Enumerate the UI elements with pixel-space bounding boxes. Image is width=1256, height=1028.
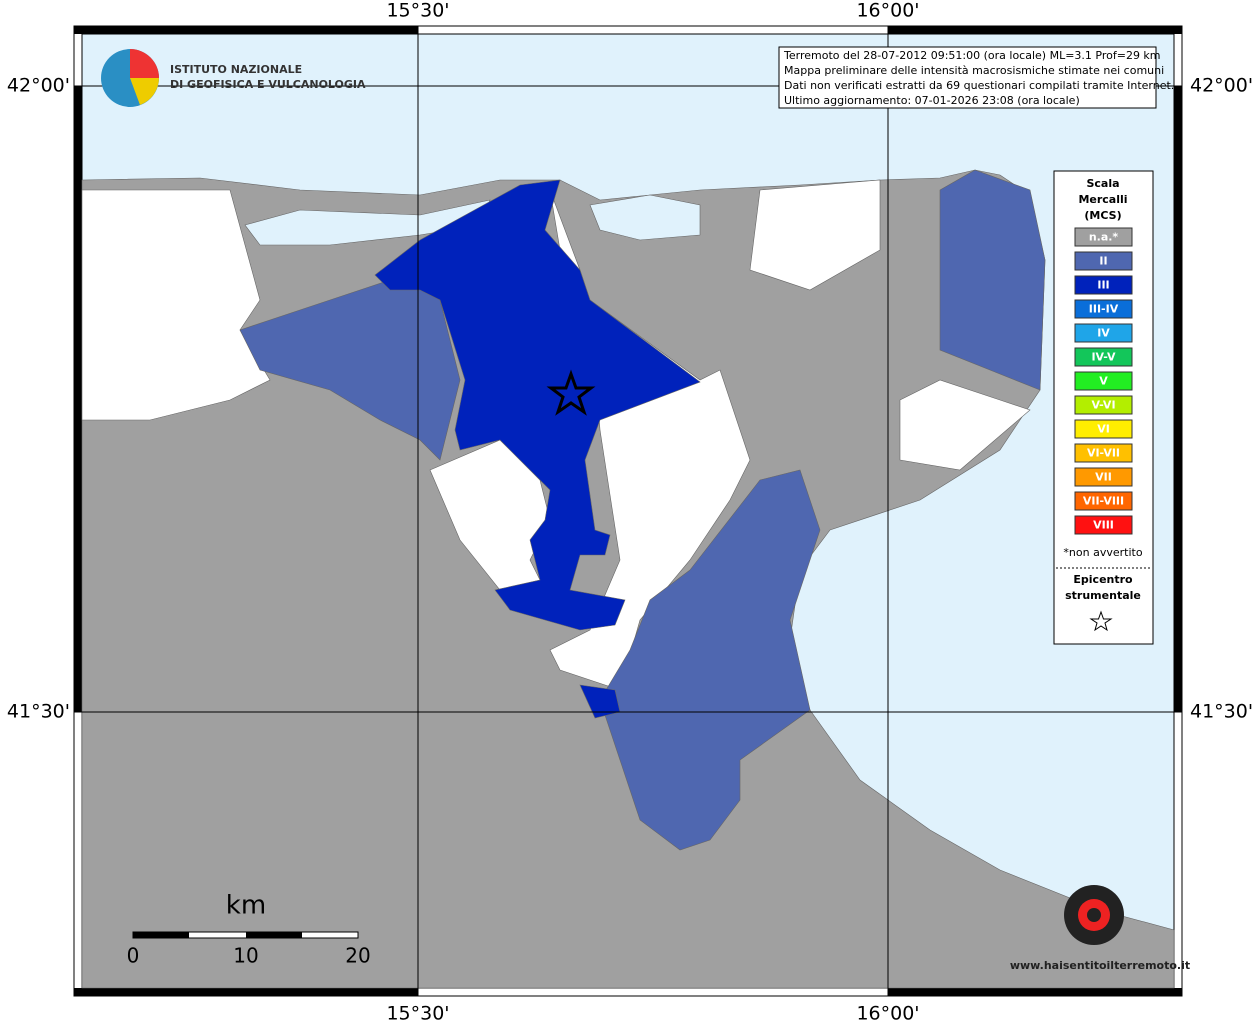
legend-swatch xyxy=(1074,491,1133,511)
info-line: Dati non verificati estratti da 69 quest… xyxy=(784,79,1174,92)
watermark-logo xyxy=(1087,908,1101,922)
legend-swatch xyxy=(1074,227,1133,247)
coord-label: 42°00' xyxy=(1190,75,1253,97)
legend-swatch xyxy=(1074,395,1133,415)
coord-label: 16°00' xyxy=(856,0,919,22)
epicenter-star xyxy=(546,369,596,416)
coord-label: 15°30' xyxy=(386,1003,449,1025)
scale-label: 0 xyxy=(127,944,140,968)
legend-swatch xyxy=(1074,251,1133,271)
legend-swatch xyxy=(1074,299,1133,319)
legend-swatch xyxy=(1074,443,1133,463)
legend-swatch xyxy=(1074,371,1133,391)
coord-label: 41°30' xyxy=(7,701,70,723)
legend-swatch xyxy=(1074,347,1133,367)
legend-label: VII-VIII xyxy=(1083,495,1124,508)
legend-label: II xyxy=(1099,255,1107,268)
scale-label: 10 xyxy=(233,944,258,968)
legend-swatch xyxy=(1074,515,1133,535)
legend-label: V xyxy=(1099,375,1108,388)
legend-label: VIII xyxy=(1093,519,1114,532)
watermark-text: www.haisentitoilterremoto.it xyxy=(1010,959,1190,972)
land xyxy=(81,169,1175,989)
logo-text: DI GEOFISICA E VULCANOLOGIA xyxy=(170,78,366,91)
legend-swatch xyxy=(1074,275,1133,295)
legend-swatch xyxy=(1074,323,1133,343)
legend-label: VI-VII xyxy=(1087,447,1120,460)
legend-label: IV xyxy=(1097,327,1110,340)
legend-epicenter: Epicentro xyxy=(1073,573,1133,586)
legend-epicenter: strumentale xyxy=(1065,589,1141,602)
logo xyxy=(130,78,159,105)
legend-label: IV-V xyxy=(1091,351,1116,364)
legend-label: VI xyxy=(1097,423,1110,436)
legend-label: V-VI xyxy=(1091,399,1115,412)
legend-label: n.a.* xyxy=(1089,231,1119,244)
legend-label: VII xyxy=(1095,471,1112,484)
scale-unit: km xyxy=(226,891,266,921)
info-line: Mappa preliminare delle intensità macros… xyxy=(784,64,1164,77)
legend-note: *non avvertito xyxy=(1063,546,1142,559)
legend-title: Mercalli xyxy=(1078,193,1127,206)
coord-label: 42°00' xyxy=(7,75,70,97)
coord-label: 16°00' xyxy=(856,1003,919,1025)
legend-label: III xyxy=(1097,279,1109,292)
coord-label: 41°30' xyxy=(1190,701,1253,723)
scale-label: 20 xyxy=(345,944,370,968)
legend-title: (MCS) xyxy=(1084,209,1121,222)
info-line: Ultimo aggiornamento: 07-01-2026 23:08 (… xyxy=(784,94,1080,107)
info-box xyxy=(778,46,1157,109)
legend-title: Scala xyxy=(1086,177,1119,190)
scale-bar xyxy=(246,932,302,938)
legend-label: III-IV xyxy=(1089,303,1119,316)
legend-swatch xyxy=(1074,419,1133,439)
coord-label: 15°30' xyxy=(386,0,449,22)
logo-text: ISTITUTO NAZIONALE xyxy=(170,63,302,76)
frame-ticks xyxy=(74,26,1182,996)
logo xyxy=(130,49,159,78)
legend-swatch xyxy=(1074,467,1133,487)
scale-bar xyxy=(133,932,189,938)
legend-star xyxy=(1089,610,1113,632)
info-line: Terremoto del 28-07-2012 09:51:00 (ora l… xyxy=(783,49,1161,62)
